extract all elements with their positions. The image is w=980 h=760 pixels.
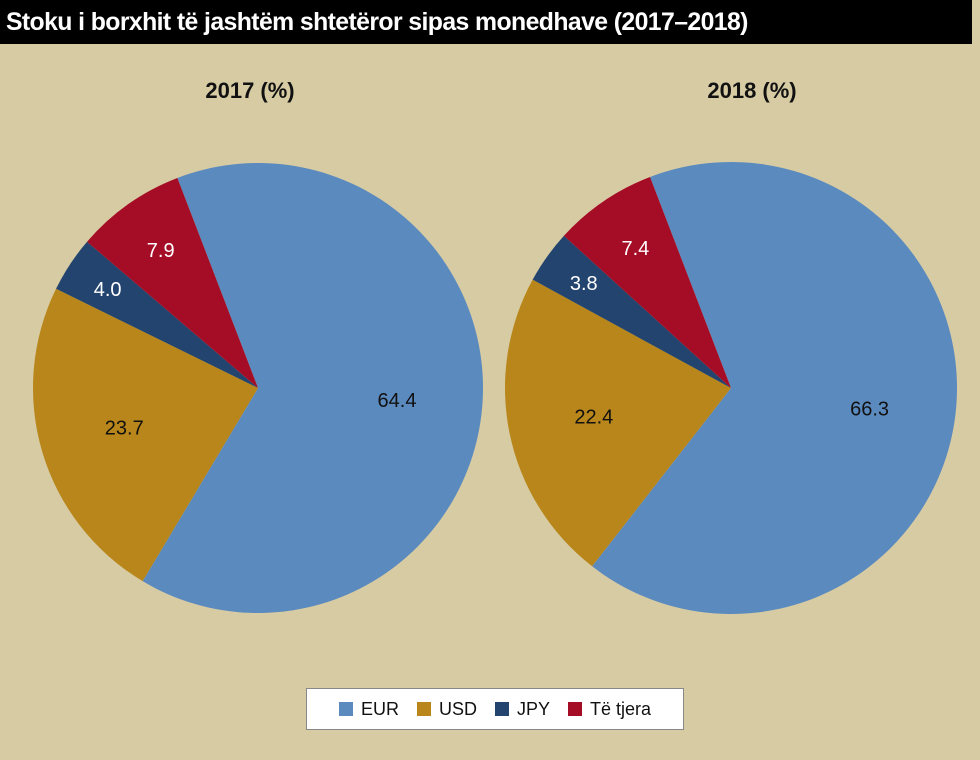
legend: EUR USD JPY Të tjera (306, 688, 684, 730)
pie-2017-label-eur: 64.4 (378, 390, 417, 412)
pie-2018-slice-usd (505, 279, 731, 567)
pie-2018-label-të-tjera: 7.4 (621, 238, 649, 260)
figure-title: Stoku i borxhit të jashtëm shtetëror sip… (0, 0, 972, 44)
legend-label-jpy: JPY (516, 698, 550, 719)
legend-item-other: Të tjera (568, 699, 651, 720)
pie-2018-slice-eur (592, 162, 957, 615)
pie-2018-label-usd: 22.4 (574, 406, 613, 428)
pie-2018-label-eur: 66.3 (850, 399, 889, 421)
legend-item-jpy: JPY (494, 698, 550, 720)
legend-item-usd: USD (416, 698, 477, 720)
legend-label-usd: USD (438, 698, 477, 719)
legend-swatch-eur (338, 702, 353, 716)
pie-2018-label-jpy: 3.8 (570, 273, 598, 295)
legend-label-other: Të tjera (590, 698, 652, 719)
legend-label-eur: EUR (360, 698, 399, 719)
pie-2017-label-jpy: 4.0 (94, 279, 122, 301)
pie-2017-slice-jpy (56, 241, 259, 388)
pie-2017-slice-usd (33, 288, 258, 582)
legend-swatch-jpy (494, 702, 509, 716)
legend-item-eur: EUR (338, 698, 399, 720)
legend-swatch-other (568, 702, 582, 716)
pie-2017-label-usd: 23.7 (105, 418, 144, 440)
pie-2018-slice-jpy (532, 235, 731, 388)
legend-swatch-usd (416, 702, 431, 716)
pie-2017-slice-të-tjera (87, 177, 259, 388)
pie-2018-title: 2018 (%) (707, 78, 797, 103)
pie-2017-label-të-tjera: 7.9 (147, 240, 175, 262)
pie-2017-slice-eur (142, 163, 483, 614)
pie-2017-title: 2017 (%) (205, 78, 295, 103)
pie-2018-slice-të-tjera (563, 177, 731, 388)
